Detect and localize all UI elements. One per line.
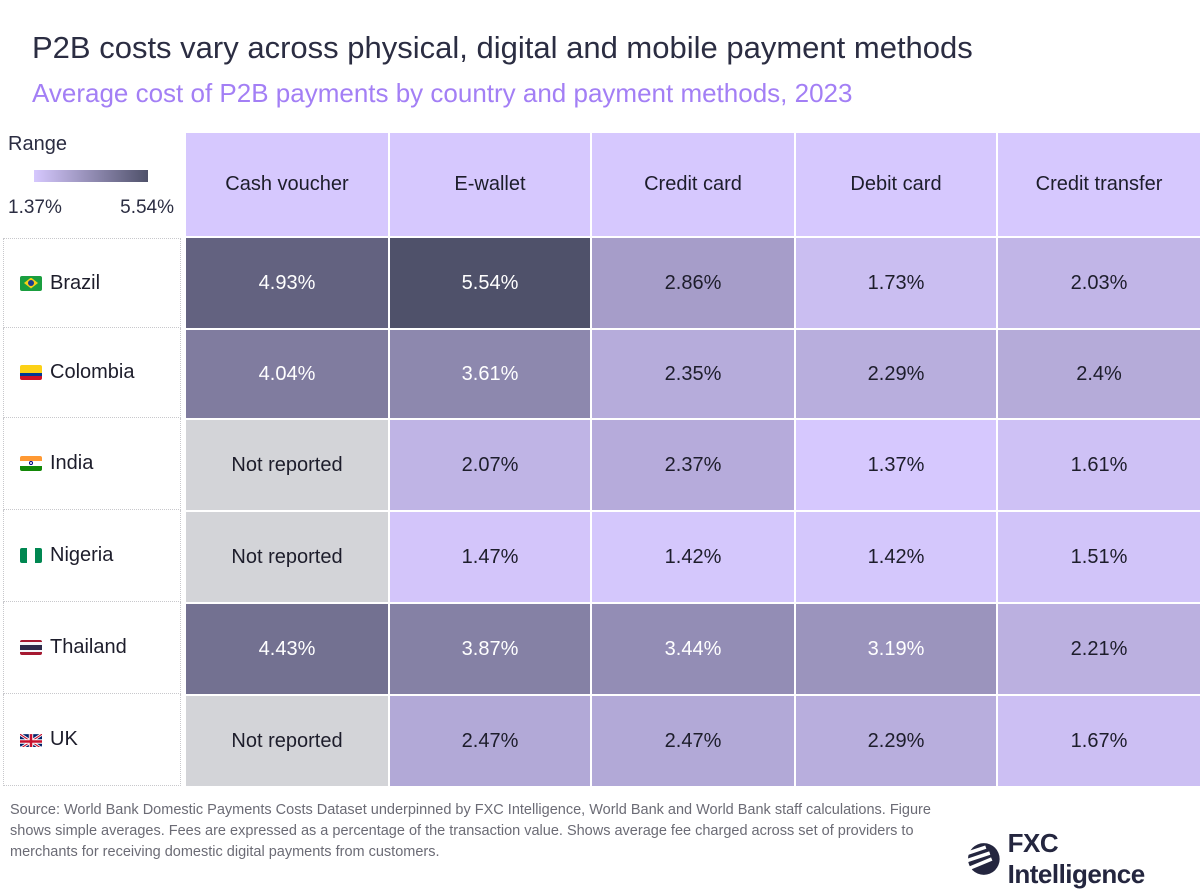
heatmap-cell: 3.19% xyxy=(796,604,996,694)
legend-min: 1.37% xyxy=(8,197,62,218)
heatmap-cell: 3.87% xyxy=(390,604,590,694)
heatmap-cell: 1.67% xyxy=(998,696,1200,786)
heatmap-cell: Not reported xyxy=(186,696,388,786)
heatmap-cell: 2.47% xyxy=(592,696,794,786)
brazil-flag-icon xyxy=(20,275,42,291)
country-name: Nigeria xyxy=(50,544,114,566)
heatmap-cell: 3.61% xyxy=(390,330,590,418)
country-name: Colombia xyxy=(50,361,135,383)
india-flag-icon xyxy=(20,456,42,471)
heatmap-cell: 1.51% xyxy=(998,512,1200,602)
column-header: Credit card xyxy=(592,133,794,236)
heatmap-cell: 1.42% xyxy=(592,512,794,602)
nigeria-flag-icon xyxy=(20,548,42,563)
row-label-uk: UK xyxy=(3,694,181,786)
legend-max: 5.54% xyxy=(120,197,174,218)
heatmap-cell: 3.44% xyxy=(592,604,794,694)
heatmap-cell: 5.54% xyxy=(390,238,590,328)
country-name: Thailand xyxy=(50,636,127,658)
column-header: E-wallet xyxy=(390,133,590,236)
column-header: Cash voucher xyxy=(186,133,388,236)
heatmap-cell: 1.47% xyxy=(390,512,590,602)
heatmap-cell: 2.29% xyxy=(796,330,996,418)
heatmap-cell: Not reported xyxy=(186,420,388,510)
column-header: Credit transfer xyxy=(998,133,1200,236)
colombia-flag-icon xyxy=(20,365,42,380)
heatmap-cell: 4.04% xyxy=(186,330,388,418)
heatmap-cell: 2.47% xyxy=(390,696,590,786)
row-label-thailand: Thailand xyxy=(3,602,181,694)
heatmap-cell: 4.43% xyxy=(186,604,388,694)
legend-gradient-bar xyxy=(34,170,148,182)
fxc-logo-icon xyxy=(966,843,1000,875)
heatmap-cell: 2.03% xyxy=(998,238,1200,328)
legend-label: Range xyxy=(8,133,67,155)
heatmap-cell: 1.42% xyxy=(796,512,996,602)
row-label-nigeria: Nigeria xyxy=(3,510,181,602)
logo-text: FXC Intelligence xyxy=(1007,828,1146,889)
fxc-logo: FXC Intelligence xyxy=(966,828,1200,890)
row-label-brazil: Brazil xyxy=(3,238,181,328)
chart-title: P2B costs vary across physical, digital … xyxy=(32,30,973,65)
heatmap-cell: Not reported xyxy=(186,512,388,602)
row-label-colombia: Colombia xyxy=(3,328,181,418)
heatmap-cell: 2.29% xyxy=(796,696,996,786)
heatmap-cell: 2.4% xyxy=(998,330,1200,418)
country-name: Brazil xyxy=(50,271,101,294)
heatmap-cell: 2.86% xyxy=(592,238,794,328)
heatmap-cell: 1.37% xyxy=(796,420,996,510)
country-name: India xyxy=(50,452,94,474)
uk-flag-icon xyxy=(20,732,42,747)
heatmap-cell: 2.35% xyxy=(592,330,794,418)
heatmap-cell: 4.93% xyxy=(186,238,388,328)
row-label-india: India xyxy=(3,418,181,510)
chart-subtitle: Average cost of P2B payments by country … xyxy=(32,78,853,108)
country-name: UK xyxy=(50,728,78,750)
thailand-flag-icon xyxy=(20,640,42,655)
heatmap-cell: 1.61% xyxy=(998,420,1200,510)
source-note: Source: World Bank Domestic Payments Cos… xyxy=(10,802,931,860)
heatmap-cell: 2.07% xyxy=(390,420,590,510)
heatmap-cell: 2.37% xyxy=(592,420,794,510)
heatmap-cell: 2.21% xyxy=(998,604,1200,694)
heatmap-cell: 1.73% xyxy=(796,238,996,328)
column-header: Debit card xyxy=(796,133,996,236)
